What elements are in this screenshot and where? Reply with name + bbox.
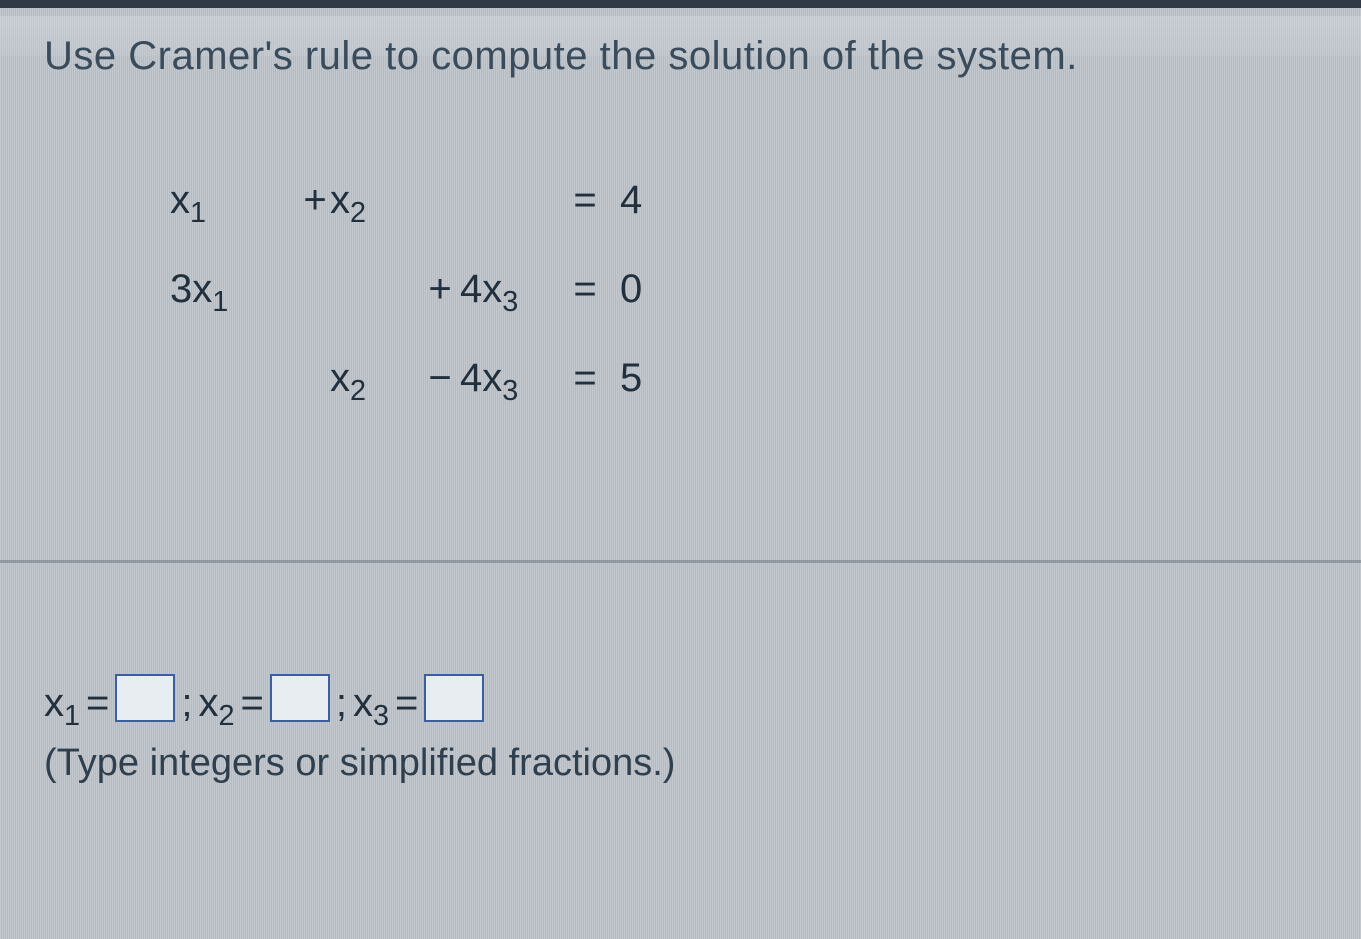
eq3-term2: x2 (330, 356, 420, 401)
x3-sub: 3 (373, 700, 389, 732)
x2-input[interactable] (270, 674, 330, 722)
x2-var: x (199, 681, 219, 725)
eq2-op2: + (420, 267, 460, 312)
eq2-t1-coef: 3x (170, 267, 212, 311)
x1-var: x (44, 681, 64, 725)
question-page: Use Cramer's rule to compute the solutio… (0, 0, 1361, 939)
prompt-text: Use Cramer's rule to compute the solutio… (44, 34, 1341, 79)
sep2: ; (336, 681, 347, 726)
x3-label: x3 (353, 681, 389, 726)
eq2-rhs: 0 (610, 267, 660, 312)
eq2-term3: 4x3 (460, 267, 560, 312)
answer-line: x1 = ; x2 = ; x3 = (44, 668, 1341, 726)
x1-eq: = (86, 681, 109, 726)
answer-area: x1 = ; x2 = ; x3 = (Type integers or sim… (44, 668, 1341, 785)
x3-var: x (353, 681, 373, 725)
x2-label: x2 (199, 681, 235, 726)
equation-system: x1 + x2 = 4 3x1 + 4x3 = (170, 178, 660, 401)
eq1-op1: + (300, 178, 330, 223)
eq2-t3-coef: 4x (460, 267, 502, 311)
x2-eq: = (241, 681, 264, 726)
eq2-t1-sub: 1 (212, 286, 228, 318)
eq3-rhs: 5 (610, 356, 660, 401)
x3-eq: = (395, 681, 418, 726)
eq2-t3-sub: 3 (502, 286, 518, 318)
x3-input[interactable] (424, 674, 484, 722)
eq1-rhs: 4 (610, 178, 660, 223)
x1-sub: 1 (64, 700, 80, 732)
eq1-t2-sub: 2 (350, 197, 366, 229)
eq3-t2-coef: x (330, 356, 350, 400)
eq3-t3-coef: 4x (460, 356, 502, 400)
x1-label: x1 (44, 681, 80, 726)
section-divider (0, 560, 1361, 563)
answer-hint: (Type integers or simplified fractions.) (44, 742, 1341, 785)
eq1-term1: x1 (170, 178, 300, 223)
eq1-term2: x2 (330, 178, 420, 223)
x1-input[interactable] (115, 674, 175, 722)
eq2-eq: = (560, 267, 610, 312)
eq3-t2-sub: 2 (350, 375, 366, 407)
sep1: ; (181, 681, 192, 726)
eq2-term1: 3x1 (170, 267, 300, 312)
eq3-t3-sub: 3 (502, 375, 518, 407)
eq1-t1-sub: 1 (190, 197, 206, 229)
eq3-op2: − (420, 356, 460, 401)
eq1-t1-coef: x (170, 178, 190, 222)
x2-sub: 2 (219, 700, 235, 732)
eq1-eq: = (560, 178, 610, 223)
eq1-t2-coef: x (330, 178, 350, 222)
eq3-term3: 4x3 (460, 356, 560, 401)
equation-grid: x1 + x2 = 4 3x1 + 4x3 = (170, 178, 660, 401)
eq3-eq: = (560, 356, 610, 401)
